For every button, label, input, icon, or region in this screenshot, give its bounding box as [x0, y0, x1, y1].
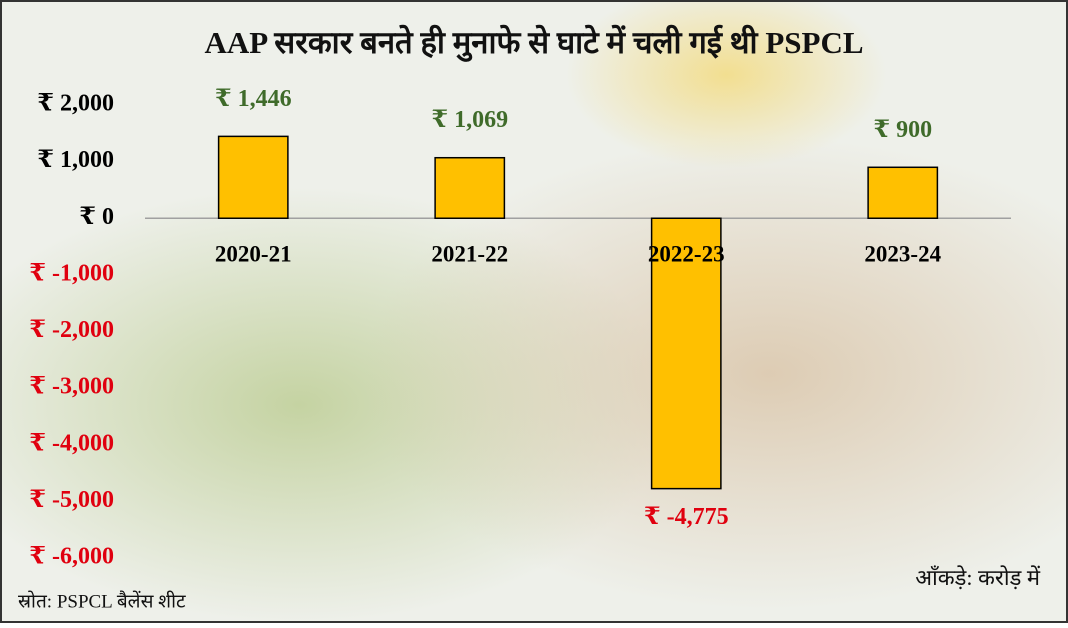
y-tick-label: ₹ 1,000 [37, 147, 114, 173]
x-tick-label: 2021-22 [431, 242, 508, 267]
x-tick-label: 2023-24 [864, 242, 941, 267]
y-tick-label: ₹ -3,000 [29, 374, 114, 400]
chart-title: AAP सरकार बनते ही मुनाफे से घाटे में चली… [204, 24, 863, 62]
source-note: स्रोत: PSPCL बैलेंस शीट [18, 589, 186, 612]
y-tick-label: ₹ -2,000 [29, 317, 114, 343]
y-tick-label: ₹ -6,000 [29, 544, 114, 570]
x-tick-label: 2022-23 [648, 242, 725, 267]
y-tick-label: ₹ -1,000 [29, 260, 114, 286]
value-label: ₹ 900 [873, 117, 932, 143]
x-tick-label: 2020-21 [215, 242, 292, 267]
value-label: ₹ 1,069 [431, 107, 508, 133]
bar [650, 217, 722, 490]
bar [434, 156, 506, 220]
value-label: ₹ 1,446 [215, 86, 292, 112]
bar [867, 166, 939, 220]
bar [217, 135, 289, 220]
y-tick-label: ₹ -5,000 [29, 487, 114, 513]
unit-note: आँकड़े: करोड़ में [915, 565, 1041, 590]
y-tick-label: ₹ 2,000 [37, 91, 114, 117]
value-label: ₹ -4,775 [644, 504, 729, 530]
y-tick-label: ₹ 0 [79, 204, 114, 230]
y-tick-label: ₹ -4,000 [29, 430, 114, 456]
